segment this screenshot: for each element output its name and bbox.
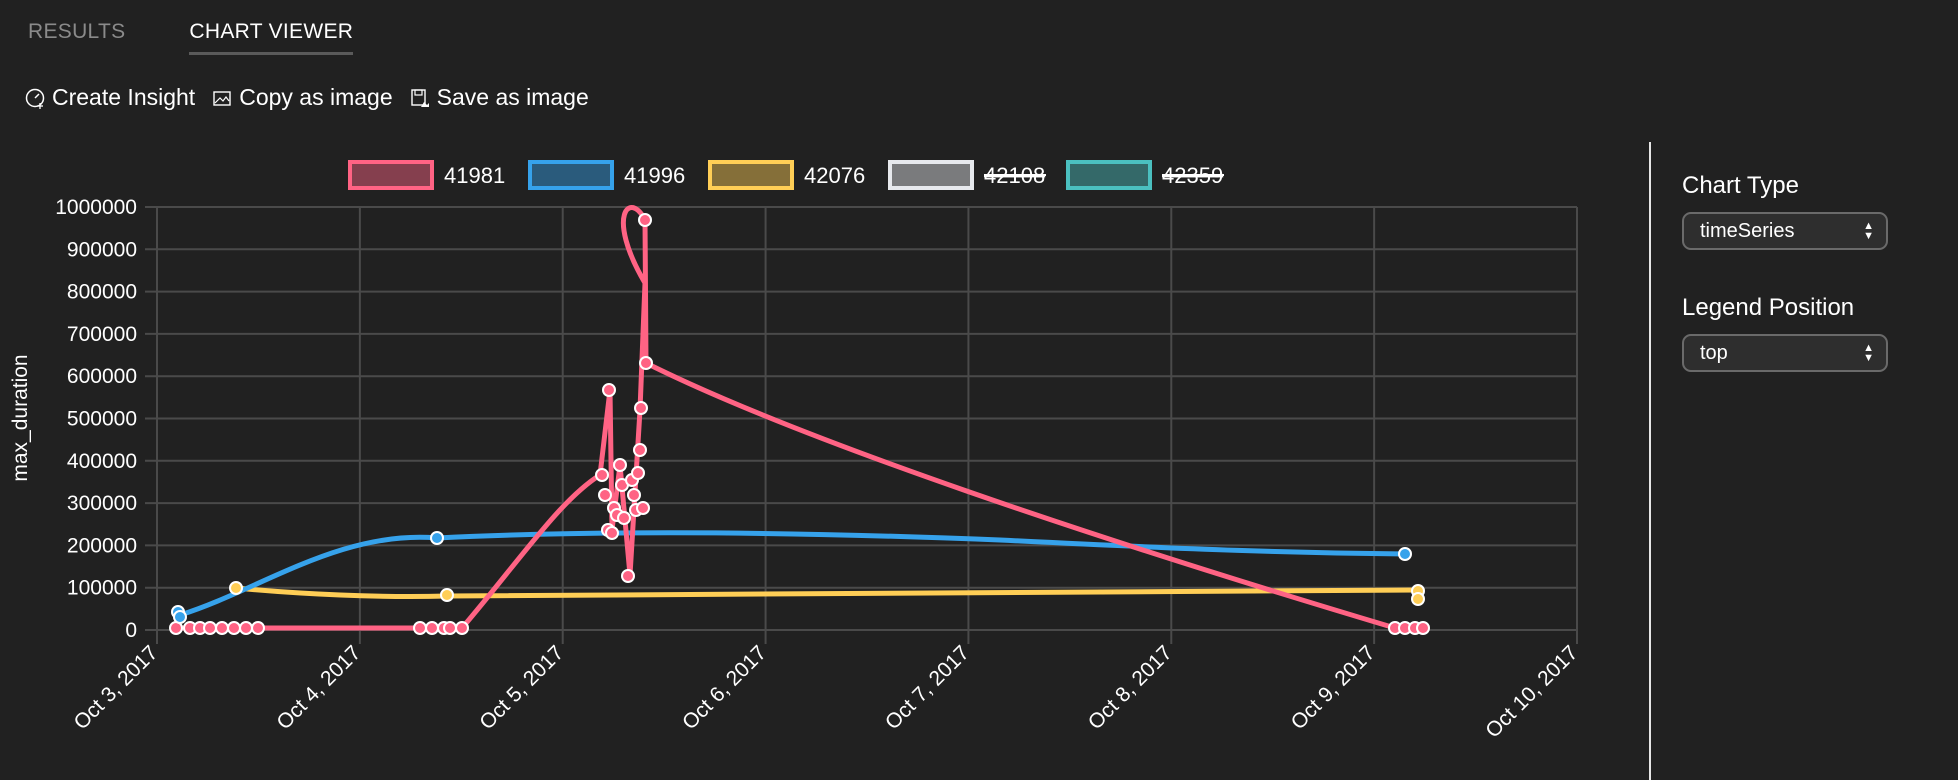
legend-position-select[interactable]: top ▲ ▼ [1682, 334, 1888, 372]
y-tick-label: 800000 [67, 281, 137, 304]
chart-type-value: timeSeries [1700, 219, 1795, 242]
data-point[interactable] [229, 581, 243, 595]
data-point[interactable] [227, 621, 241, 635]
tab-results[interactable]: RESULTS [28, 20, 126, 43]
x-tick-label: Oct 9, 2017 [1287, 641, 1380, 734]
x-tick-label: Oct 5, 2017 [475, 641, 568, 734]
y-tick-label: 600000 [67, 365, 137, 388]
data-point[interactable] [455, 621, 469, 635]
data-point[interactable] [636, 501, 650, 515]
chart-legend: 41981 41996 42076 42108 42359 [348, 160, 1224, 190]
data-point[interactable] [413, 621, 427, 635]
y-tick-label: 100000 [67, 577, 137, 600]
data-point[interactable] [638, 213, 652, 227]
chart-type-label: Chart Type [1682, 172, 1799, 199]
data-point[interactable] [430, 531, 444, 545]
chart-type-select[interactable]: timeSeries ▲ ▼ [1682, 212, 1888, 250]
legend-position-label: Legend Position [1682, 294, 1855, 321]
y-axis: 0 100000 200000 300000 400000 500000 600000 700… [55, 196, 137, 642]
data-point[interactable] [634, 401, 648, 415]
data-point[interactable] [1416, 621, 1430, 635]
data-point[interactable] [251, 621, 265, 635]
legend-item-42108[interactable]: 42108 [888, 160, 1046, 190]
legend-position-value: top [1700, 341, 1728, 364]
image-icon [213, 90, 231, 106]
svg-text:41981: 41981 [444, 163, 505, 188]
toolbar: Create Insight Copy as image Save as ima… [24, 84, 589, 111]
y-tick-label: 0 [125, 619, 137, 642]
copy-as-image-label: Copy as image [239, 84, 393, 110]
data-point[interactable] [627, 488, 641, 502]
x-tick-label: Oct 4, 2017 [272, 641, 365, 734]
data-point[interactable] [1411, 592, 1425, 606]
data-point[interactable] [605, 526, 619, 540]
legend-item-41996[interactable]: 41996 [528, 160, 685, 190]
svg-text:42076: 42076 [804, 163, 865, 188]
data-point[interactable] [631, 466, 645, 480]
select-arrows-icon: ▲ ▼ [1863, 220, 1874, 242]
y-tick-label: 900000 [67, 238, 137, 261]
data-point[interactable] [595, 468, 609, 482]
data-point[interactable] [425, 621, 439, 635]
legend-item-42076[interactable]: 42076 [708, 160, 865, 190]
chart-options-panel: Chart Type timeSeries ▲ ▼ Legend Position… [1682, 172, 1888, 416]
legend-item-41981[interactable]: 41981 [348, 160, 505, 190]
data-point[interactable] [440, 588, 454, 602]
data-point[interactable] [639, 356, 653, 370]
create-insight-button[interactable]: Create Insight [24, 84, 195, 111]
x-tick-label: Oct 3, 2017 [69, 641, 162, 734]
data-point[interactable] [203, 621, 217, 635]
save-icon [410, 88, 429, 107]
data-point[interactable] [621, 569, 635, 583]
x-tick-label: Oct 6, 2017 [678, 641, 771, 734]
data-point[interactable] [602, 383, 616, 397]
data-point[interactable] [173, 610, 187, 624]
copy-as-image-button[interactable]: Copy as image [211, 84, 393, 111]
data-point[interactable] [617, 511, 631, 525]
y-tick-label: 200000 [67, 534, 137, 557]
select-arrows-icon: ▲ ▼ [1863, 342, 1874, 364]
x-axis: Oct 3, 2017 Oct 4, 2017 Oct 5, 2017 Oct 6, … [69, 641, 1582, 742]
data-points [169, 213, 1430, 635]
x-tick-label: Oct 7, 2017 [881, 641, 974, 734]
y-tick-label: 500000 [67, 408, 137, 431]
y-tick-label: 300000 [67, 492, 137, 515]
time-series-chart: 41981 41996 42076 42108 42359 0 100000 200000 3… [9, 160, 1583, 743]
data-point[interactable] [215, 621, 229, 635]
tab-bar: RESULTS CHART VIEWER [28, 20, 354, 55]
data-point[interactable] [633, 443, 647, 457]
dashboard-icon [25, 88, 45, 109]
data-point[interactable] [598, 488, 612, 502]
data-point[interactable] [613, 458, 627, 472]
data-point[interactable] [443, 621, 457, 635]
data-point[interactable] [1398, 547, 1412, 561]
legend-item-42359[interactable]: 42359 [1066, 160, 1224, 190]
x-tick-label: Oct 10, 2017 [1481, 641, 1582, 742]
series-lines [176, 205, 1423, 631]
chart-grid [145, 206, 1578, 644]
y-tick-label: 700000 [67, 323, 137, 346]
panel-divider [1649, 142, 1651, 780]
y-axis-title: max_duration [9, 354, 32, 481]
series-42076-line [235, 585, 1419, 600]
save-as-image-button[interactable]: Save as image [409, 84, 589, 111]
save-as-image-label: Save as image [436, 84, 589, 110]
series-41996-line [179, 530, 1406, 618]
data-point[interactable] [239, 621, 253, 635]
y-tick-label: 1000000 [55, 196, 137, 219]
tab-chart-viewer[interactable]: CHART VIEWER [189, 20, 354, 55]
series-41981-line [176, 205, 1423, 631]
y-tick-label: 400000 [67, 450, 137, 473]
x-tick-label: Oct 8, 2017 [1084, 641, 1177, 734]
svg-text:41996: 41996 [624, 163, 685, 188]
create-insight-label: Create Insight [52, 84, 196, 110]
